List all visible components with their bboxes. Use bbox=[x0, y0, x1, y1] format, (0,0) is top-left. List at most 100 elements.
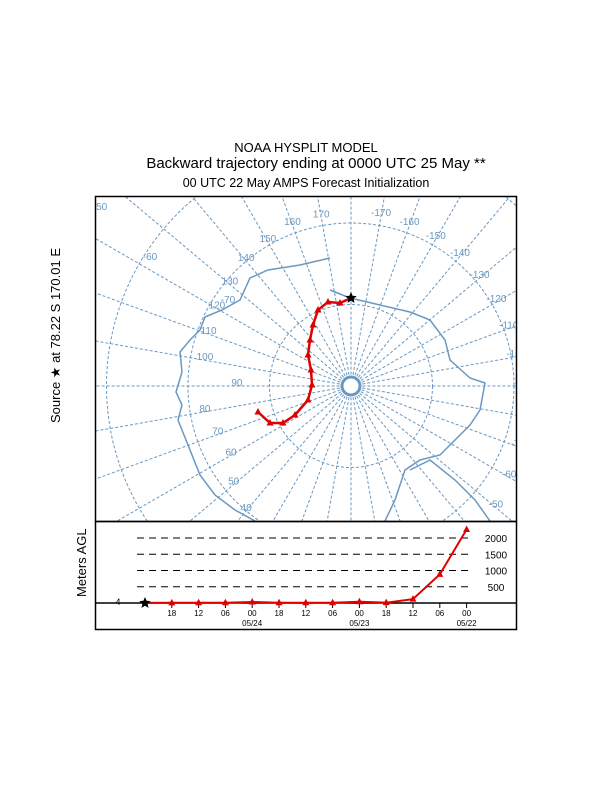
height-line bbox=[144, 528, 468, 604]
meridian-label: 50 bbox=[228, 476, 240, 487]
source-star-icon bbox=[139, 597, 151, 608]
meridian-line bbox=[281, 197, 348, 376]
height-marker bbox=[221, 598, 229, 606]
meridian-line bbox=[357, 394, 465, 521]
height-marker bbox=[195, 598, 203, 606]
meridian-line bbox=[361, 389, 516, 447]
trajectory-marker bbox=[314, 306, 322, 313]
source-star-icon bbox=[345, 292, 357, 303]
meridian-label: -150 bbox=[426, 231, 446, 242]
meridian-label: 0 bbox=[348, 570, 354, 581]
trajectory-marker bbox=[324, 298, 332, 305]
meridian-label: -50 bbox=[93, 202, 108, 213]
meridian-label: -120 bbox=[486, 294, 506, 305]
meridian-line bbox=[362, 356, 516, 385]
meridian-line bbox=[116, 391, 342, 521]
meridian-line bbox=[301, 396, 348, 521]
meridian-label: 10 bbox=[312, 566, 324, 577]
trajectory-marker bbox=[266, 419, 274, 426]
meridian-label: -100 bbox=[506, 349, 526, 360]
meridian-label: -10 bbox=[377, 567, 392, 578]
height-tick-label: 1500 bbox=[485, 550, 508, 561]
meridian-label: -70 bbox=[221, 295, 236, 306]
coastline bbox=[409, 459, 491, 521]
meridian-line bbox=[189, 392, 343, 521]
meridian-label: 160 bbox=[284, 217, 301, 228]
x-tick-label: 18 bbox=[167, 609, 176, 618]
trajectory-marker bbox=[307, 366, 315, 373]
height-marker bbox=[168, 598, 176, 606]
height-marker bbox=[302, 598, 310, 606]
x-tick-label: 06 bbox=[435, 609, 444, 618]
x-tick-label: 00 bbox=[355, 609, 364, 618]
meridian-line bbox=[360, 290, 516, 381]
meridian-label: 100 bbox=[197, 352, 214, 363]
meridian-line bbox=[96, 238, 342, 381]
meridian-label: 140 bbox=[238, 253, 255, 264]
latitude-circle bbox=[106, 197, 516, 521]
meridian-label: -110 bbox=[499, 321, 519, 332]
coastline bbox=[329, 289, 486, 521]
meridian-line bbox=[96, 340, 340, 385]
meridian-label: 120 bbox=[209, 301, 226, 312]
meridian-label: 80 bbox=[199, 404, 211, 415]
x-tick-label: 12 bbox=[194, 609, 203, 618]
trajectory-marker bbox=[279, 419, 287, 426]
meridian-label: -90 bbox=[515, 378, 530, 389]
meridian-label: 40 bbox=[241, 503, 253, 514]
meridian-line bbox=[191, 197, 345, 378]
meridian-label: -130 bbox=[470, 270, 490, 281]
meridian-label: 90 bbox=[231, 378, 243, 389]
meridian-line bbox=[317, 197, 350, 375]
height-marker bbox=[436, 570, 444, 577]
meridian-line bbox=[96, 292, 341, 383]
trajectory-title: Backward trajectory ending at 0000 UTC 2… bbox=[146, 155, 486, 172]
meridian-line bbox=[359, 246, 516, 380]
meridian-label: 150 bbox=[260, 234, 277, 245]
meridian-line bbox=[354, 197, 421, 376]
meridian-label: 170 bbox=[313, 209, 330, 220]
meridian-line bbox=[326, 397, 350, 521]
meridian-line bbox=[357, 197, 511, 378]
height-marker bbox=[248, 598, 256, 605]
x-date-label: 05/24 bbox=[242, 619, 263, 628]
x-tick-label: 00 bbox=[248, 609, 257, 618]
height-marker bbox=[275, 598, 283, 606]
meridian-label: 110 bbox=[201, 326, 217, 337]
meridian-line bbox=[241, 197, 346, 377]
height-marker bbox=[463, 525, 471, 533]
meridian-label: -20 bbox=[409, 557, 424, 568]
x-tick-label: 18 bbox=[382, 609, 391, 618]
meridian-line bbox=[362, 387, 516, 416]
meridian-line bbox=[96, 389, 341, 480]
height-tick-label: 1000 bbox=[485, 567, 508, 578]
model-title: NOAA HYSPLIT MODEL bbox=[234, 140, 378, 155]
trajectory-marker bbox=[306, 336, 314, 343]
trajectory-marker bbox=[308, 381, 316, 388]
trajectory-marker bbox=[304, 351, 312, 358]
height-marker bbox=[382, 598, 390, 606]
meridian-label: -160 bbox=[400, 217, 420, 228]
height-marker bbox=[409, 595, 417, 602]
height-marker bbox=[355, 597, 363, 605]
meridian-label: -70 bbox=[511, 439, 526, 450]
x-tick-label: 00 bbox=[462, 609, 471, 618]
x-date-label: 05/23 bbox=[349, 619, 370, 628]
height-marker bbox=[329, 598, 337, 606]
meridian-line bbox=[360, 391, 516, 482]
x-tick-label: 06 bbox=[328, 609, 337, 618]
x-tick-label: 06 bbox=[221, 609, 230, 618]
meridian-label: 60 bbox=[225, 447, 237, 458]
x-tick-label: 12 bbox=[409, 609, 418, 618]
meridian-line bbox=[352, 197, 385, 375]
meridian-label: -140 bbox=[450, 248, 470, 259]
